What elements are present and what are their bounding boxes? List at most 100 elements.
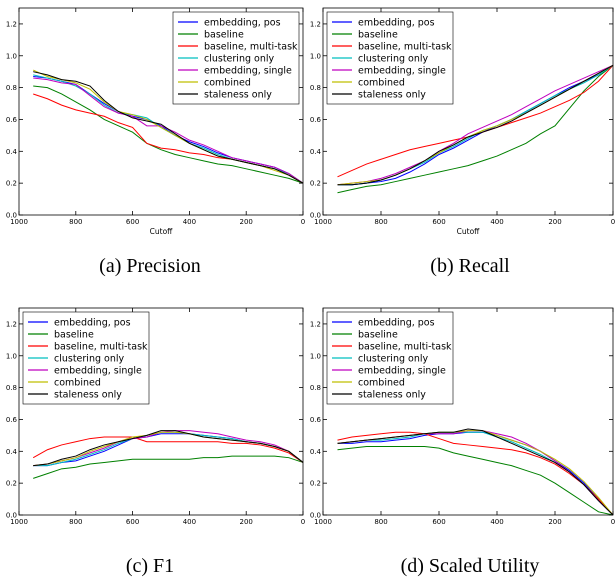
series-line-6 [33,71,304,184]
y-tick-label: 0.4 [310,448,322,456]
x-tick-label: 800 [374,518,387,526]
legend-label-3: clustering only [204,53,274,64]
x-tick-label: 800 [69,218,82,226]
legend-label-5: combined [204,77,251,88]
y-tick-label: 1.0 [6,352,17,360]
y-tick-label: 0.6 [6,116,18,124]
series-line-4 [337,64,614,186]
y-tick-label: 0.4 [6,148,18,156]
x-tick-label: 0 [301,518,305,526]
y-tick-label: 0.2 [310,480,321,488]
legend-label-4: embedding, single [54,365,142,376]
y-tick-label: 0.8 [6,84,17,92]
legend-label-3: clustering only [358,353,428,364]
legend-label-6: staleness only [358,89,426,100]
series-line-6 [337,64,614,186]
y-tick-label: 1.2 [6,20,17,28]
legend-label-1: baseline [358,329,398,340]
series-line-1 [337,446,614,516]
axes-frame [322,307,614,516]
x-tick-label: 800 [374,218,387,226]
legend-box [326,11,454,105]
series-line-2 [33,93,304,184]
series-line-6 [33,430,304,467]
y-tick-label: 0.2 [6,180,17,188]
chart-panel-2: 1000 800 600 400 200 0 0.0 0.2 0.4 0.6 0.8 1.0 1.2 em… [6,307,305,577]
x-tick-label: 0 [611,518,615,526]
legend-label-2: baseline, multi-task [204,41,298,52]
x-tick-label: 400 [183,218,196,226]
y-tick-label: 0.6 [310,416,322,424]
y-tick-label: 0.4 [310,148,322,156]
legend-label-0: embedding, pos [54,317,131,328]
legend-label-5: combined [54,377,101,388]
legend-label-2: baseline, multi-task [54,341,148,352]
chart-panel-3: 1000 800 600 400 200 0 0.0 0.2 0.4 0.6 0.8 1.0 1.2 em… [310,307,615,577]
series-line-1 [33,85,304,184]
panel-caption: (a) Precision [99,255,201,277]
x-tick-label: 400 [490,518,503,526]
legend-label-1: baseline [358,29,398,40]
y-tick-label: 1.0 [6,52,17,60]
x-tick-label: 200 [240,218,253,226]
legend-label-1: baseline [54,329,94,340]
x-tick-label: 1000 [10,218,28,226]
chart-panel-1: 1000 800 600 400 200 0 0.0 0.2 0.4 0.6 0.8 1.0 1.2 Cu… [310,7,615,277]
series-line-2 [32,436,304,463]
y-tick-label: 0.0 [6,212,17,220]
legend-label-6: staleness only [358,389,426,400]
x-axis-label: Cutoff [150,227,174,236]
x-tick-label: 1000 [314,218,332,226]
series-line-0 [33,433,304,467]
panel-caption: (b) Recall [430,255,510,277]
chart-panel-0: 1000 800 600 400 200 0 0.0 0.2 0.4 0.6 0.8 1.0 1.2 Cu… [6,7,305,277]
legend-label-3: clustering only [358,53,428,64]
y-tick-label: 0.8 [6,384,17,392]
y-tick-label: 0.0 [310,512,321,520]
axes-frame [322,7,614,216]
legend-label-0: embedding, pos [358,17,435,28]
legend-label-6: staleness only [204,89,272,100]
x-tick-label: 400 [183,518,196,526]
x-tick-label: 200 [548,518,561,526]
y-tick-label: 0.6 [310,116,322,124]
y-tick-label: 1.2 [6,320,17,328]
series-line-1 [337,64,614,194]
legend-box [172,11,300,105]
y-tick-label: 0.2 [6,480,17,488]
x-tick-label: 0 [611,218,615,226]
legend-label-0: embedding, pos [358,317,435,328]
panel-caption: (c) F1 [126,555,174,577]
x-tick-label: 600 [126,218,139,226]
legend-label-5: combined [358,77,405,88]
series-line-6 [337,428,614,516]
y-tick-label: 1.2 [310,20,321,28]
y-tick-label: 1.0 [310,352,321,360]
x-tick-label: 0 [301,218,305,226]
legend-label-3: clustering only [54,353,124,364]
x-axis-label: Cutoff [457,227,481,236]
legend-label-0: embedding, pos [204,17,281,28]
series-line-0 [337,64,614,186]
legend-label-4: embedding, single [358,365,446,376]
legend-label-4: embedding, single [358,65,446,76]
series-line-4 [33,430,304,467]
x-tick-label: 600 [432,518,445,526]
x-tick-label: 600 [126,518,139,526]
axes-frame [18,7,304,216]
x-tick-label: 400 [490,218,503,226]
axes-frame [18,307,304,516]
series-line-2 [337,431,614,516]
y-tick-label: 0.2 [310,180,321,188]
legend-label-2: baseline, multi-task [358,41,452,52]
x-tick-label: 200 [240,518,253,526]
y-tick-label: 0.8 [310,384,321,392]
legend-label-1: baseline [204,29,244,40]
series-line-1 [33,455,304,479]
x-tick-label: 200 [548,218,561,226]
y-tick-label: 1.0 [310,52,321,60]
